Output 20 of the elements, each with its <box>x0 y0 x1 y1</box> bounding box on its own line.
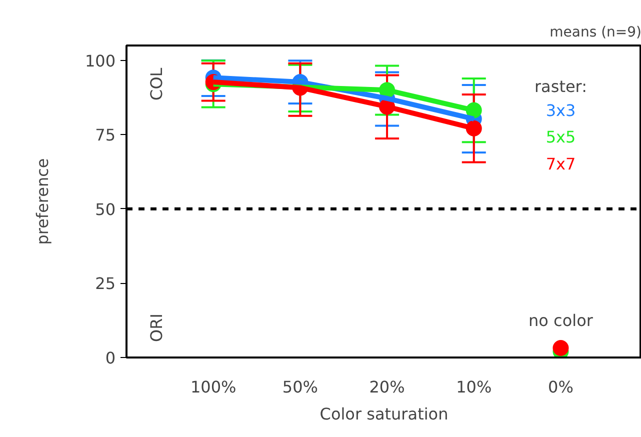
x-tick-label: 50% <box>282 378 318 396</box>
y-axis-title: preference <box>32 158 52 245</box>
y-tick-label: 0 <box>105 348 116 368</box>
x-tick-label: 10% <box>456 378 492 396</box>
x-axis-title: Color saturation <box>320 404 448 424</box>
y-tick-label: 75 <box>95 126 116 145</box>
chart-title: means (n=9) <box>550 24 641 40</box>
legend-title: raster: <box>534 77 587 96</box>
y-tick-label: 50 <box>95 200 116 219</box>
annotation: ORI <box>147 314 166 342</box>
y-tick-label: 25 <box>95 274 116 294</box>
x-tick-label: 100% <box>190 378 236 396</box>
x-tick-label: 0% <box>548 378 574 396</box>
annotation: COL <box>147 68 166 100</box>
x-tick-label: 20% <box>369 378 405 396</box>
text: 3x3 <box>546 100 576 120</box>
annotation: no color <box>528 310 594 330</box>
text: 5x5 <box>546 128 576 147</box>
text: 7x7 <box>546 154 576 174</box>
y-tick-label: 100 <box>84 51 116 70</box>
